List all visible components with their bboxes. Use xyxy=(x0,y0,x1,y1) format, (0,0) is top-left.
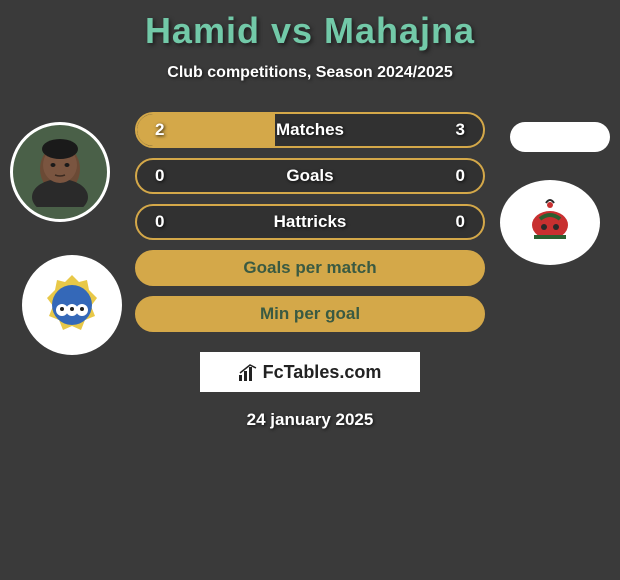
stat-value-right: 3 xyxy=(456,120,465,140)
crest-icon xyxy=(520,193,580,253)
stat-label: Min per goal xyxy=(260,304,360,324)
logo-text: FcTables.com xyxy=(239,362,382,383)
branding-logo[interactable]: FcTables.com xyxy=(200,352,420,392)
stat-label: Goals xyxy=(286,166,333,186)
stat-row-matches: 2 Matches 3 xyxy=(135,112,485,148)
stat-value-right: 0 xyxy=(456,166,465,186)
stat-row-goals: 0 Goals 0 xyxy=(135,158,485,194)
player-left-avatar xyxy=(10,122,110,222)
player-right-placeholder xyxy=(510,122,610,152)
stat-value-left: 0 xyxy=(155,166,164,186)
player-face-icon xyxy=(25,137,95,207)
team-badge-left xyxy=(22,255,122,355)
avatar xyxy=(10,122,110,222)
logo-label: FcTables.com xyxy=(263,362,382,383)
crest-icon xyxy=(37,270,107,340)
comparison-card: Hamid vs Mahajna Club competitions, Seas… xyxy=(0,0,620,440)
page-title: Hamid vs Mahajna xyxy=(145,10,475,52)
stat-value-left: 2 xyxy=(155,120,164,140)
stat-value-left: 0 xyxy=(155,212,164,232)
date-text: 24 january 2025 xyxy=(247,410,374,430)
stat-value-right: 0 xyxy=(456,212,465,232)
stat-label: Matches xyxy=(276,120,344,140)
chart-icon xyxy=(239,363,259,381)
stat-row-hattricks: 0 Hattricks 0 xyxy=(135,204,485,240)
stat-row-goals-per-match: Goals per match xyxy=(135,250,485,286)
stat-row-min-per-goal: Min per goal xyxy=(135,296,485,332)
subtitle: Club competitions, Season 2024/2025 xyxy=(167,64,452,82)
team-badge-right xyxy=(500,180,600,265)
stat-label: Hattricks xyxy=(274,212,347,232)
stat-label: Goals per match xyxy=(243,258,376,278)
